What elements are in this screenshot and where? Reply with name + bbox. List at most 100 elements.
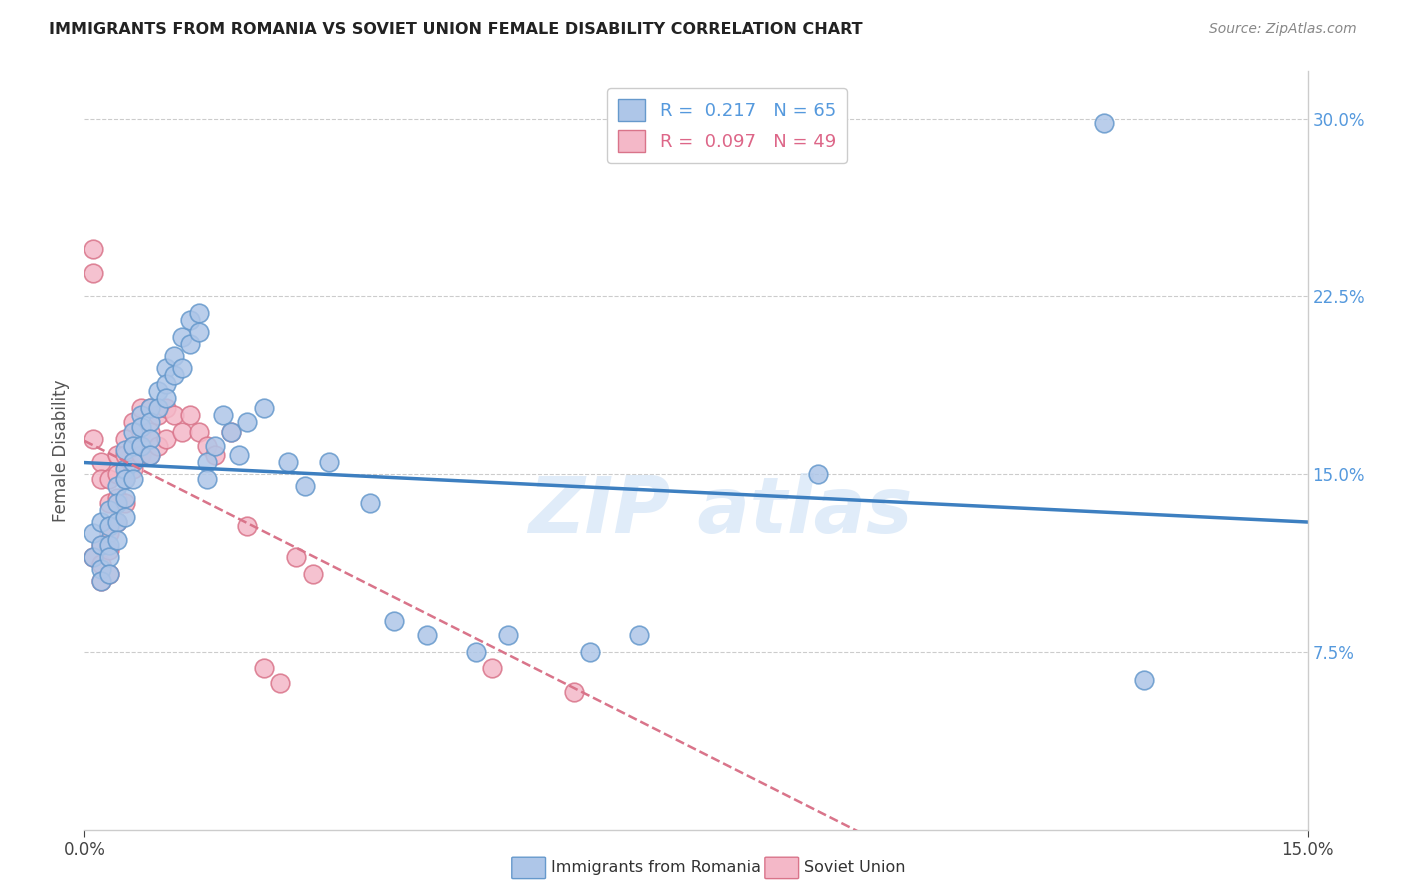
Point <box>138 448 160 462</box>
Point <box>146 384 169 399</box>
Point <box>498 628 520 642</box>
Point <box>114 448 136 462</box>
Point <box>301 566 323 581</box>
Point <box>114 495 136 509</box>
Point <box>236 519 259 533</box>
Point <box>138 401 160 415</box>
Point <box>562 685 585 699</box>
Point <box>204 439 226 453</box>
Point <box>97 502 120 516</box>
Point <box>97 519 120 533</box>
Point <box>219 425 242 439</box>
Point <box>179 408 201 422</box>
Point <box>82 242 104 256</box>
Point <box>236 415 259 429</box>
Point <box>97 566 120 581</box>
Point <box>82 550 104 565</box>
Point <box>163 408 186 422</box>
Point <box>481 661 503 675</box>
Point <box>122 415 145 429</box>
Point <box>97 526 120 541</box>
Point <box>138 415 160 429</box>
Point <box>172 425 194 439</box>
Point <box>114 509 136 524</box>
Point <box>131 448 153 462</box>
Point <box>131 425 153 439</box>
Point <box>138 448 160 462</box>
Legend: R =  0.217   N = 65, R =  0.097   N = 49: R = 0.217 N = 65, R = 0.097 N = 49 <box>607 88 846 162</box>
Point <box>219 425 242 439</box>
Point <box>155 401 177 415</box>
Point <box>131 439 153 453</box>
Point <box>114 472 136 486</box>
Point <box>318 455 340 469</box>
Point <box>122 439 145 453</box>
Point <box>359 495 381 509</box>
Text: ZIP atlas: ZIP atlas <box>529 473 912 549</box>
Point <box>82 526 104 541</box>
Point <box>172 330 194 344</box>
Text: Immigrants from Romania: Immigrants from Romania <box>551 860 761 874</box>
Point <box>195 455 218 469</box>
Point <box>97 538 120 552</box>
Point <box>138 425 160 439</box>
Point <box>114 491 136 505</box>
Point <box>105 515 128 529</box>
Point <box>114 472 136 486</box>
Point <box>146 439 169 453</box>
Point <box>122 455 145 469</box>
Point <box>172 360 194 375</box>
Point <box>253 401 276 415</box>
Point <box>382 614 405 628</box>
Point <box>807 467 830 482</box>
Point <box>97 472 120 486</box>
Point <box>1133 673 1156 688</box>
Point <box>228 448 250 462</box>
Point <box>97 543 120 558</box>
Point <box>253 661 276 675</box>
Text: IMMIGRANTS FROM ROMANIA VS SOVIET UNION FEMALE DISABILITY CORRELATION CHART: IMMIGRANTS FROM ROMANIA VS SOVIET UNION … <box>49 22 863 37</box>
Point <box>122 462 145 476</box>
Y-axis label: Female Disability: Female Disability <box>52 379 70 522</box>
Point <box>285 550 308 565</box>
Point <box>105 448 128 462</box>
Point <box>122 425 145 439</box>
Point <box>114 432 136 446</box>
Point <box>179 336 201 351</box>
Point <box>187 325 209 339</box>
Point <box>90 538 112 552</box>
Point <box>195 439 218 453</box>
Point <box>122 472 145 486</box>
Point <box>114 462 136 476</box>
Point <box>90 557 112 572</box>
Point <box>90 515 112 529</box>
Point <box>82 550 104 565</box>
Point <box>155 377 177 392</box>
Text: Source: ZipAtlas.com: Source: ZipAtlas.com <box>1209 22 1357 37</box>
Point <box>627 628 650 642</box>
Point <box>131 408 153 422</box>
Point <box>277 455 299 469</box>
Point <box>138 432 160 446</box>
Point <box>464 645 486 659</box>
Point <box>114 443 136 458</box>
Point <box>155 432 177 446</box>
Point <box>97 566 120 581</box>
Point <box>82 432 104 446</box>
Point <box>90 538 112 552</box>
Point <box>146 401 169 415</box>
Point <box>579 645 602 659</box>
Point <box>105 515 128 529</box>
Point <box>131 419 153 434</box>
Point <box>163 368 186 382</box>
Point <box>90 562 112 576</box>
Point <box>187 425 209 439</box>
Point <box>179 313 201 327</box>
Point <box>105 495 128 509</box>
Point <box>294 479 316 493</box>
Text: Soviet Union: Soviet Union <box>804 860 905 874</box>
Point <box>97 495 120 509</box>
Point <box>163 349 186 363</box>
Point <box>138 401 160 415</box>
Point <box>105 533 128 548</box>
